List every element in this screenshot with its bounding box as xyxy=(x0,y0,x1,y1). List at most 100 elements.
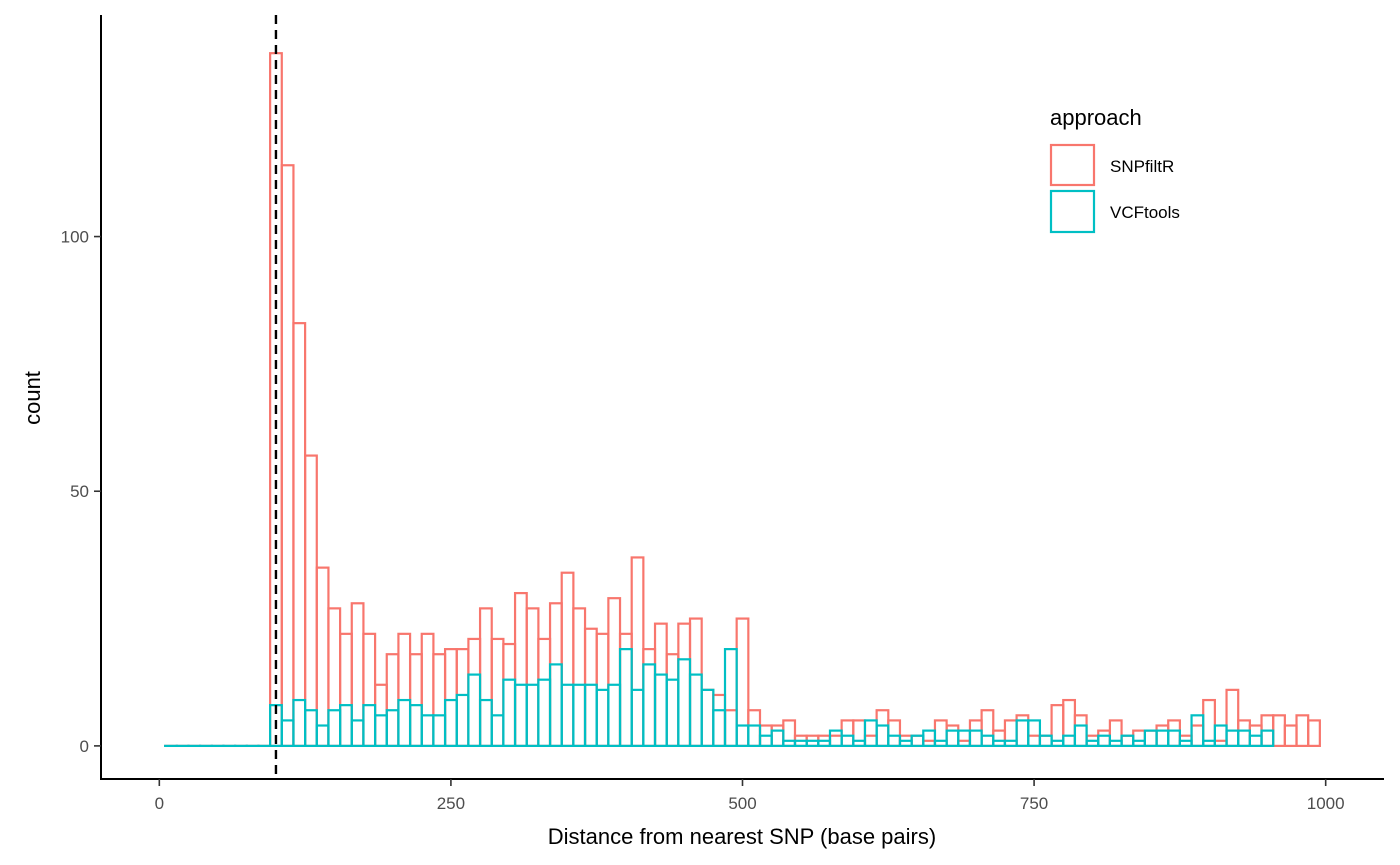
legend-label-snpfiltr: SNPfiltR xyxy=(1110,157,1174,176)
bar-vcftools-72 xyxy=(1003,739,1018,747)
bar-snpfiltr-46 xyxy=(700,688,715,747)
bar-snpfiltr-70 xyxy=(980,709,995,747)
bar-vcftools-50 xyxy=(747,724,762,747)
y-tick-label-0: 0 xyxy=(80,737,89,756)
bar-vcftools-42 xyxy=(653,673,668,747)
bar-vcftools-92 xyxy=(1237,729,1251,747)
bar-snpfiltr-17 xyxy=(362,632,377,747)
bar-snpfiltr-40 xyxy=(630,556,645,747)
bar-vcftools-62 xyxy=(887,734,902,747)
bar-snpfiltr-81 xyxy=(1108,719,1123,747)
legend-key-vcftools xyxy=(1049,189,1096,234)
bar-snpfiltr-47 xyxy=(712,693,727,747)
bar-vcftools-36 xyxy=(583,683,598,747)
bar-vcftools-11 xyxy=(292,698,307,747)
bar-vcftools-18 xyxy=(373,714,388,747)
bar-vcftools-38 xyxy=(607,683,622,747)
bar-vcftools-16 xyxy=(350,719,365,747)
x-tick-label-750: 750 xyxy=(1020,794,1048,813)
bar-snpfiltr-32 xyxy=(537,637,552,747)
bar-vcftools-57 xyxy=(828,729,843,747)
bar-vcftools-93 xyxy=(1248,734,1263,747)
x-tick-label-0: 0 xyxy=(155,794,164,813)
bar-snpfiltr-10 xyxy=(280,164,295,747)
bar-vcftools-12 xyxy=(304,709,318,747)
bar-vcftools-90 xyxy=(1213,724,1228,747)
bar-vcftools-64 xyxy=(910,734,925,747)
bar-vcftools-83 xyxy=(1132,739,1146,747)
bar-vcftools-25 xyxy=(455,693,470,747)
bar-vcftools-30 xyxy=(513,683,528,747)
bar-vcftools-39 xyxy=(618,648,633,747)
legend: approach SNPfiltR VCFtools xyxy=(1049,105,1180,234)
bar-vcftools-49 xyxy=(735,724,750,747)
bar-vcftools-44 xyxy=(677,658,692,747)
bar-vcftools-37 xyxy=(595,688,610,747)
bar-vcftools-78 xyxy=(1073,724,1088,747)
x-tick-label-1000: 1000 xyxy=(1307,794,1345,813)
bar-vcftools-33 xyxy=(548,663,563,747)
bar-vcftools-26 xyxy=(467,673,482,747)
bar-snpfiltr-82 xyxy=(1120,734,1135,747)
bar-vcftools-63 xyxy=(898,739,913,747)
bar-snpfiltr-97 xyxy=(1295,714,1310,747)
bar-snpfiltr-84 xyxy=(1143,729,1158,747)
bar-vcftools-80 xyxy=(1097,734,1112,747)
bar-vcftools-27 xyxy=(478,698,493,747)
bar-vcftools-17 xyxy=(362,704,377,747)
bar-vcftools-22 xyxy=(420,714,435,747)
x-tick-label-250: 250 xyxy=(437,794,465,813)
bar-snpfiltr-33 xyxy=(548,602,563,747)
bar-vcftools-41 xyxy=(642,663,657,747)
bar-snpfiltr-92 xyxy=(1237,719,1251,747)
bar-snpfiltr-23 xyxy=(432,653,447,747)
bar-vcftools-10 xyxy=(280,719,295,747)
bar-vcftools-51 xyxy=(758,734,773,747)
bar-snpfiltr-57 xyxy=(828,734,843,747)
bar-snpfiltr-71 xyxy=(992,729,1007,747)
bar-vcftools-85 xyxy=(1155,729,1170,747)
bar-snpfiltr-27 xyxy=(478,607,493,747)
bar-snpfiltr-52 xyxy=(770,724,785,747)
bar-snpfiltr-74 xyxy=(1027,734,1042,747)
bar-snpfiltr-50 xyxy=(747,709,762,747)
bar-snpfiltr-59 xyxy=(852,719,867,747)
bar-vcftools-52 xyxy=(770,729,785,747)
bar-vcftools-23 xyxy=(432,714,447,747)
bar-snpfiltr-19 xyxy=(385,653,400,747)
bar-vcftools-45 xyxy=(688,673,703,747)
bar-snpfiltr-15 xyxy=(339,632,353,747)
bar-snpfiltr-60 xyxy=(863,734,878,747)
bar-snpfiltr-26 xyxy=(467,637,482,747)
bar-vcftools-19 xyxy=(385,709,400,747)
bar-snpfiltr-64 xyxy=(910,734,925,747)
bar-snpfiltr-12 xyxy=(304,454,318,747)
bar-snpfiltr-43 xyxy=(665,653,680,747)
bar-vcftools-15 xyxy=(339,704,353,747)
bar-vcftools-68 xyxy=(957,729,972,747)
bar-vcftools-74 xyxy=(1027,719,1042,747)
bar-vcftools-73 xyxy=(1015,719,1030,747)
bar-snpfiltr-16 xyxy=(350,602,365,747)
bars-vcftools xyxy=(164,648,1275,748)
bar-vcftools-75 xyxy=(1038,734,1053,747)
bar-vcftools-48 xyxy=(723,648,738,747)
bar-snpfiltr-85 xyxy=(1155,724,1170,747)
bar-snpfiltr-53 xyxy=(782,719,797,747)
y-tick-label-50: 50 xyxy=(70,482,89,501)
bar-vcftools-88 xyxy=(1190,714,1205,747)
bar-vcftools-71 xyxy=(992,739,1007,747)
bar-snpfiltr-38 xyxy=(607,597,622,747)
bar-vcftools-82 xyxy=(1120,734,1135,747)
bar-snpfiltr-36 xyxy=(583,627,598,747)
bar-vcftools-94 xyxy=(1260,729,1275,747)
bar-snpfiltr-86 xyxy=(1167,719,1181,747)
bar-vcftools-66 xyxy=(933,739,948,747)
bar-snpfiltr-49 xyxy=(735,617,750,747)
bar-snpfiltr-31 xyxy=(525,607,540,747)
bar-vcftools-58 xyxy=(840,734,855,747)
bar-snpfiltr-95 xyxy=(1272,714,1286,747)
bar-snpfiltr-61 xyxy=(875,709,890,747)
bar-vcftools-67 xyxy=(945,729,960,747)
